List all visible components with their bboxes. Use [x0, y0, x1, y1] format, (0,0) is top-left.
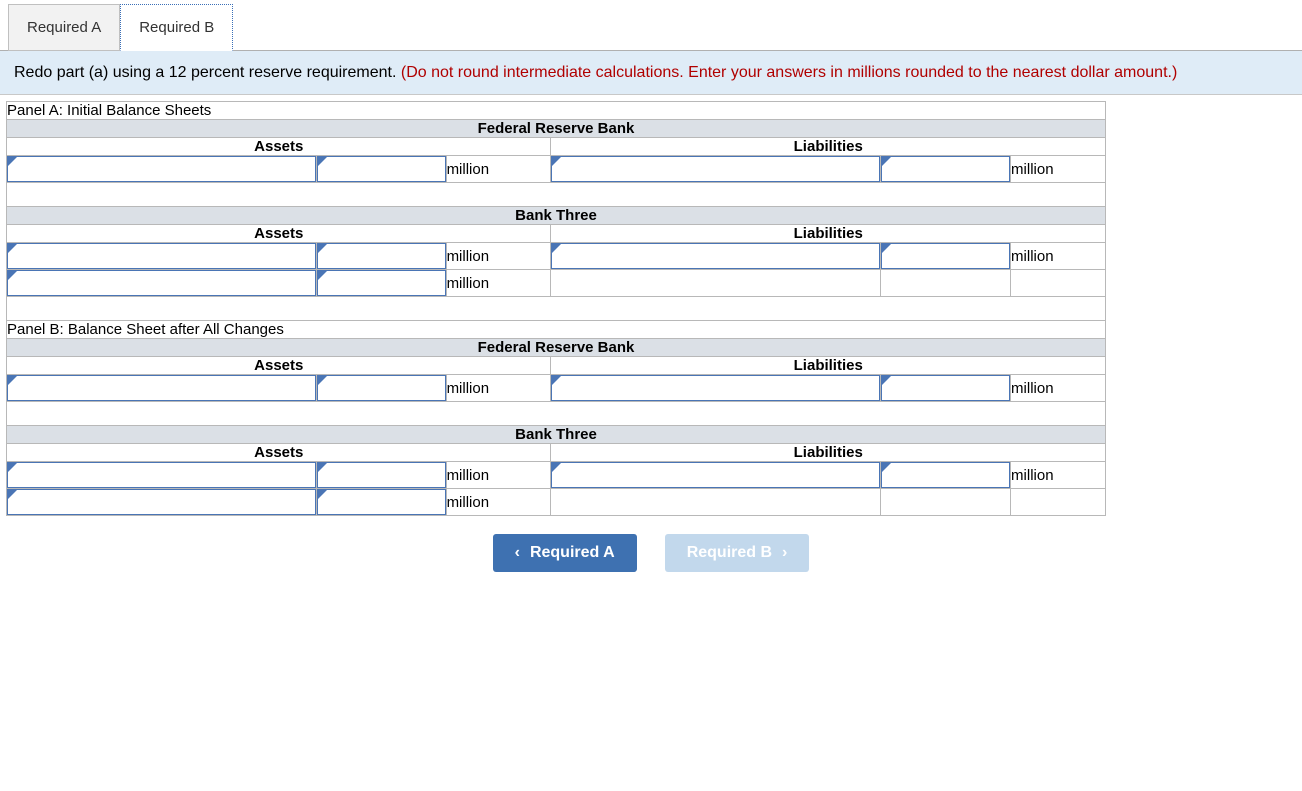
- b3-a-liab1-name-input[interactable]: [551, 243, 880, 269]
- instruction-hint: (Do not round intermediate calculations.…: [401, 64, 1177, 81]
- unit-label: million: [446, 243, 551, 270]
- next-label: Required B: [687, 544, 772, 562]
- unit-label: million: [446, 462, 551, 489]
- liabilities-header: Liabilities: [551, 225, 1106, 243]
- frb-b-liab-value-input[interactable]: [881, 375, 1010, 401]
- frb-b-liab-name-input[interactable]: [551, 375, 880, 401]
- flag-icon: [882, 463, 891, 472]
- spacer: [7, 402, 1106, 426]
- flag-icon: [8, 490, 17, 499]
- flag-icon: [318, 463, 327, 472]
- flag-icon: [8, 157, 17, 166]
- tab-required-b[interactable]: Required B: [120, 4, 233, 51]
- spacer: [7, 183, 1106, 207]
- nav-row: ‹ Required A Required B ›: [0, 516, 1302, 582]
- empty-cell: [881, 270, 1011, 297]
- unit-label: million: [1011, 243, 1106, 270]
- bank3-header-a: Bank Three: [7, 207, 1106, 225]
- frb-b-asset-name-input[interactable]: [7, 375, 316, 401]
- flag-icon: [318, 490, 327, 499]
- frb-a-liab-value-input[interactable]: [881, 156, 1010, 182]
- assets-header: Assets: [7, 225, 551, 243]
- unit-label: million: [1011, 156, 1106, 183]
- unit-label: million: [446, 156, 551, 183]
- b3-a-liab1-value-input[interactable]: [881, 243, 1010, 269]
- frb-header-a: Federal Reserve Bank: [7, 120, 1106, 138]
- chevron-right-icon: ›: [782, 544, 787, 562]
- flag-icon: [552, 157, 561, 166]
- b3-a-asset1-name-input[interactable]: [7, 243, 316, 269]
- b3-b-asset1-name-input[interactable]: [7, 462, 316, 488]
- b3-b-asset2-name-input[interactable]: [7, 489, 316, 515]
- b3-a-asset2-value-input[interactable]: [317, 270, 446, 296]
- unit-label: million: [1011, 375, 1106, 402]
- frb-a-liab-name-input[interactable]: [551, 156, 880, 182]
- flag-icon: [8, 271, 17, 280]
- empty-cell: [881, 489, 1011, 516]
- b3-a-asset1-value-input[interactable]: [317, 243, 446, 269]
- worksheet-table: Panel A: Initial Balance Sheets Federal …: [6, 101, 1106, 516]
- flag-icon: [318, 376, 327, 385]
- flag-icon: [552, 376, 561, 385]
- spacer: [7, 297, 1106, 321]
- empty-cell: [1011, 270, 1106, 297]
- flag-icon: [552, 244, 561, 253]
- prev-label: Required A: [530, 544, 615, 562]
- chevron-left-icon: ‹: [515, 544, 520, 562]
- empty-cell: [1011, 489, 1106, 516]
- panel-a-title: Panel A: Initial Balance Sheets: [7, 102, 1106, 120]
- b3-a-asset2-name-input[interactable]: [7, 270, 316, 296]
- bank3-header-b: Bank Three: [7, 426, 1106, 444]
- unit-label: million: [446, 270, 551, 297]
- assets-header: Assets: [7, 138, 551, 156]
- liabilities-header: Liabilities: [551, 444, 1106, 462]
- b3-b-asset1-value-input[interactable]: [317, 462, 446, 488]
- unit-label: million: [1011, 462, 1106, 489]
- liabilities-header: Liabilities: [551, 138, 1106, 156]
- frb-header-b: Federal Reserve Bank: [7, 339, 1106, 357]
- prev-button[interactable]: ‹ Required A: [493, 534, 637, 572]
- flag-icon: [318, 244, 327, 253]
- b3-b-liab1-value-input[interactable]: [881, 462, 1010, 488]
- instruction-text: Redo part (a) using a 12 percent reserve…: [14, 64, 401, 81]
- frb-a-asset-name-input[interactable]: [7, 156, 316, 182]
- unit-label: million: [446, 375, 551, 402]
- empty-cell: [551, 270, 881, 297]
- b3-b-liab1-name-input[interactable]: [551, 462, 880, 488]
- tabs-row: Required A Required B: [0, 0, 1302, 51]
- flag-icon: [8, 463, 17, 472]
- question-container: Required A Required B Redo part (a) usin…: [0, 0, 1302, 582]
- flag-icon: [552, 463, 561, 472]
- flag-icon: [882, 244, 891, 253]
- assets-header: Assets: [7, 357, 551, 375]
- flag-icon: [318, 157, 327, 166]
- empty-cell: [551, 489, 881, 516]
- instruction-bar: Redo part (a) using a 12 percent reserve…: [0, 51, 1302, 95]
- flag-icon: [882, 376, 891, 385]
- tab-required-a[interactable]: Required A: [8, 4, 120, 51]
- frb-b-asset-value-input[interactable]: [317, 375, 446, 401]
- next-button: Required B ›: [665, 534, 810, 572]
- assets-header: Assets: [7, 444, 551, 462]
- flag-icon: [8, 376, 17, 385]
- unit-label: million: [446, 489, 551, 516]
- flag-icon: [318, 271, 327, 280]
- b3-b-asset2-value-input[interactable]: [317, 489, 446, 515]
- flag-icon: [8, 244, 17, 253]
- panel-b-title: Panel B: Balance Sheet after All Changes: [7, 321, 1106, 339]
- flag-icon: [882, 157, 891, 166]
- frb-a-asset-value-input[interactable]: [317, 156, 446, 182]
- liabilities-header: Liabilities: [551, 357, 1106, 375]
